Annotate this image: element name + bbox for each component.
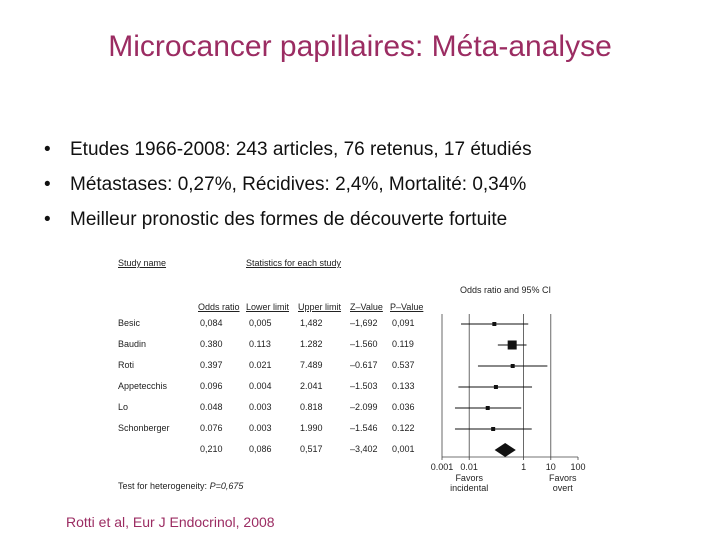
x-axis-tick-label: 1 xyxy=(521,462,526,472)
bullet-item: • Métastases: 0,27%, Récidives: 2,4%, Mor… xyxy=(44,167,532,202)
z-value-cell: –1.560 xyxy=(350,339,378,349)
z-value-cell: –2.099 xyxy=(350,402,378,412)
favors-left-label: incidental xyxy=(450,483,488,493)
odds-ratio-cell: 0.076 xyxy=(200,423,223,433)
lower-limit-cell: 0.113 xyxy=(249,339,271,349)
bullet-item: • Etudes 1966-2008: 243 articles, 76 rete… xyxy=(44,132,532,167)
p-value-cell: 0.133 xyxy=(392,381,415,391)
lower-limit-cell: 0,005 xyxy=(249,318,272,328)
odds-ratio-cell: 0.380 xyxy=(200,339,223,349)
citation: Rotti et al, Eur J Endocrinol, 2008 xyxy=(66,514,275,530)
column-header-lower-limit: Lower limit xyxy=(246,302,290,312)
x-axis-tick-label: 100 xyxy=(570,462,585,472)
upper-limit-cell: 1.990 xyxy=(300,423,323,433)
upper-limit-cell: 0.818 xyxy=(300,402,323,412)
study-name-cell: Lo xyxy=(118,402,129,412)
heterogeneity-value: P=0,675 xyxy=(209,481,244,491)
odds-ratio-marker xyxy=(493,385,498,389)
odds-ratio-marker xyxy=(492,322,497,326)
bullet-text: Métastases: 0,27%, Récidives: 2,4%, Mort… xyxy=(70,174,527,195)
lower-limit-cell: 0.003 xyxy=(249,402,272,412)
heterogeneity-text: Test for heterogeneity: P=0,675 xyxy=(118,481,243,491)
odds-ratio-cell: 0,210 xyxy=(200,444,223,454)
bullet-symbol: • xyxy=(44,139,51,160)
favors-right-label: Favors xyxy=(549,473,577,483)
study-name-cell: Appetecchis xyxy=(118,381,168,391)
z-value-cell: –1.546 xyxy=(350,423,378,433)
column-header-upper-limit: Upper limit xyxy=(298,302,342,312)
p-value-cell: 0,091 xyxy=(392,318,415,328)
bullet-text: Etudes 1966-2008: 243 articles, 76 reten… xyxy=(70,139,532,160)
heterogeneity-label: Test for heterogeneity: xyxy=(118,481,210,491)
study-name-header: Study name xyxy=(118,258,167,268)
z-value-cell: –1.503 xyxy=(350,381,378,391)
x-axis-tick-label: 0.01 xyxy=(460,462,478,472)
lower-limit-cell: 0.021 xyxy=(249,360,272,370)
odds-ratio-marker xyxy=(507,340,517,350)
slide-title: Microcancer papillaires: Méta-analyse xyxy=(108,30,612,63)
statistics-header: Statistics for each study xyxy=(246,258,342,268)
bullet-symbol: • xyxy=(44,174,51,195)
p-value-cell: 0.122 xyxy=(392,423,415,433)
upper-limit-cell: 2.041 xyxy=(300,381,323,391)
lower-limit-cell: 0.003 xyxy=(249,423,272,433)
z-value-cell: –1,692 xyxy=(350,318,378,328)
upper-limit-cell: 1.282 xyxy=(300,339,323,349)
z-value-cell: –3,402 xyxy=(350,444,378,454)
bullet-item: • Meilleur pronostic des formes de découv… xyxy=(44,202,532,237)
odds-ratio-ci-header: Odds ratio and 95% CI xyxy=(460,285,552,295)
odds-ratio-cell: 0.397 xyxy=(200,360,223,370)
lower-limit-cell: 0.004 xyxy=(249,381,272,391)
z-value-cell: –0.617 xyxy=(350,360,378,370)
odds-ratio-cell: 0.048 xyxy=(200,402,223,412)
study-name-cell: Roti xyxy=(118,360,135,370)
bullet-list: • Etudes 1966-2008: 243 articles, 76 rete… xyxy=(44,132,532,237)
odds-ratio-marker xyxy=(510,364,515,368)
bullet-text: Meilleur pronostic des formes de découve… xyxy=(70,209,508,230)
odds-ratio-cell: 0.096 xyxy=(200,381,223,391)
summary-diamond xyxy=(494,443,516,457)
upper-limit-cell: 7.489 xyxy=(300,360,323,370)
study-name-cell: Schonberger xyxy=(118,423,170,433)
column-header-odds-ratio: Odds ratio xyxy=(198,302,240,312)
column-header-z-value: Z–Value xyxy=(350,302,383,312)
p-value-cell: 0,001 xyxy=(392,444,415,454)
forest-plot-chart: 0.001 0.01 1 10 100FavorsincidentalFavorsove… xyxy=(431,314,586,493)
x-axis-tick-label: 10 xyxy=(546,462,556,472)
study-name-cell: Besic xyxy=(118,318,141,328)
column-header-p-value: P–Value xyxy=(390,302,424,312)
p-value-cell: 0.036 xyxy=(392,402,415,412)
odds-ratio-cell: 0,084 xyxy=(200,318,223,328)
study-name-cell: Baudin xyxy=(118,339,147,349)
upper-limit-cell: 1,482 xyxy=(300,318,323,328)
lower-limit-cell: 0,086 xyxy=(249,444,272,454)
upper-limit-cell: 0,517 xyxy=(300,444,323,454)
odds-ratio-marker xyxy=(491,427,496,431)
p-value-cell: 0.537 xyxy=(392,360,415,370)
odds-ratio-marker xyxy=(485,406,490,410)
favors-left-label: Favors xyxy=(455,473,483,483)
forest-plot-figure: Study name Statistics for each study Odd… xyxy=(112,252,602,510)
favors-right-label: overt xyxy=(553,483,574,493)
bullet-symbol: • xyxy=(44,209,51,230)
p-value-cell: 0.119 xyxy=(392,339,414,349)
x-axis-tick-label: 0.001 xyxy=(431,462,454,472)
